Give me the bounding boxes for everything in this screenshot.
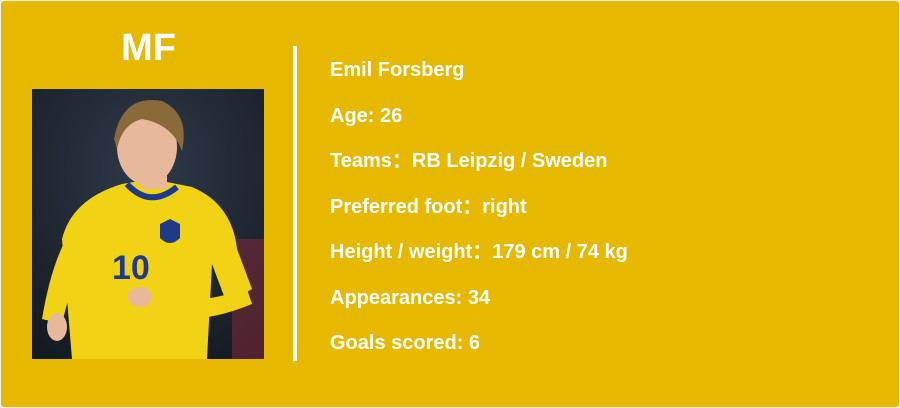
player-appearances: Appearances: 34	[330, 286, 491, 309]
player-goals: Goals scored: 6	[330, 332, 481, 354]
shirt-number: 10	[112, 249, 150, 287]
player-photo: 10	[32, 89, 264, 359]
player-teams: Teams：RB Leipzig / Sweden	[330, 150, 608, 172]
divider	[293, 46, 297, 361]
player-position: MF	[121, 27, 176, 69]
player-name: Emil Forsberg	[330, 59, 465, 81]
player-preferred-foot: Preferred foot：right	[330, 195, 527, 218]
player-info: Emil Forsberg Age: 26 Teams：RB Leipzig /…	[330, 58, 628, 377]
player-age: Age: 26	[330, 104, 403, 127]
player-height-weight: Height / weight：179 cm / 74 kg	[330, 241, 628, 263]
